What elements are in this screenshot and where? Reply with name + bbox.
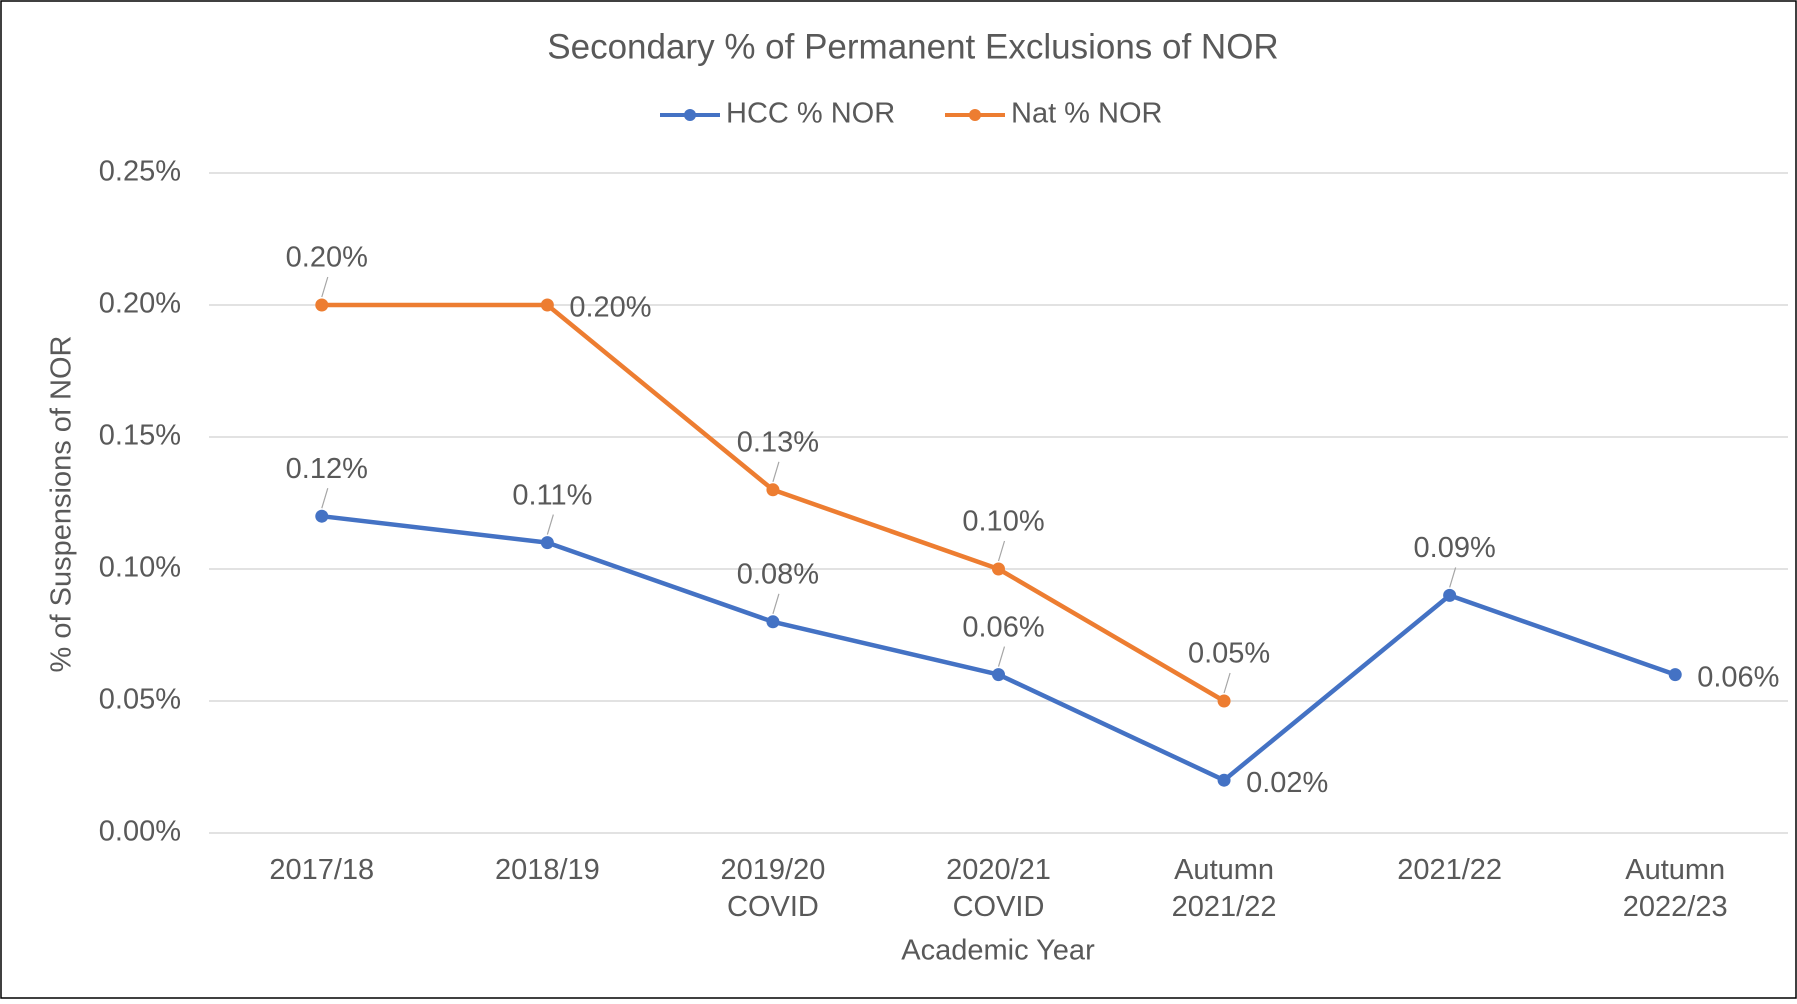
data-point (992, 668, 1005, 682)
data-label: 0.13% (737, 426, 819, 458)
y-tick-label: 0.05% (99, 684, 181, 716)
x-tick-label: 2017/18 (269, 854, 374, 886)
leader-line (1223, 672, 1231, 694)
x-tick-label: 2021/22 (1397, 854, 1502, 886)
data-label: 0.20% (286, 242, 368, 274)
leader-line (997, 540, 1006, 562)
x-tick-label: Autumn 2021/22 (1172, 854, 1277, 923)
y-tick-label: 0.10% (99, 552, 181, 584)
leader-line (1449, 567, 1457, 588)
leader-line (997, 646, 1006, 667)
leader-line (321, 488, 329, 509)
x-tick-label: Autumn 2022/23 (1623, 854, 1728, 923)
data-label: 0.08% (737, 558, 819, 590)
y-tick-label: 0.25% (99, 156, 181, 188)
y-axis-title: % of Suspensions of NOR (46, 336, 78, 673)
y-tick-label: 0.20% (99, 288, 181, 320)
y-tick-label: 0.15% (99, 420, 181, 452)
data-label: 0.10% (962, 506, 1044, 538)
data-point (1217, 694, 1231, 708)
data-label: 0.06% (1697, 661, 1779, 693)
x-tick-label: 2019/20 COVID (721, 854, 826, 923)
data-point (992, 562, 1005, 576)
leader-line (546, 514, 554, 535)
data-label: 0.09% (1414, 532, 1496, 564)
data-label: 0.06% (962, 611, 1044, 643)
data-point (1217, 773, 1231, 787)
data-point (315, 509, 329, 523)
legend-label: Nat % NOR (1011, 98, 1162, 130)
data-label: 0.11% (512, 479, 592, 511)
data-label: 0.05% (1188, 638, 1270, 670)
legend-marker (969, 109, 981, 121)
data-point (540, 298, 554, 312)
data-point (766, 615, 780, 629)
x-tick-label: 2020/21 COVID (946, 854, 1051, 923)
data-label: 0.12% (286, 453, 368, 485)
y-tick-label: 0.00% (99, 816, 181, 848)
legend-marker (684, 109, 696, 121)
data-point (766, 483, 780, 497)
leader-line (772, 461, 780, 482)
chart-title: Secondary % of Permanent Exclusions of N… (547, 27, 1278, 66)
data-point (540, 536, 554, 550)
legend-label: HCC % NOR (726, 98, 895, 130)
data-point (315, 298, 329, 312)
leader-line (772, 593, 780, 614)
data-label: 0.02% (1246, 767, 1328, 799)
x-tick-label: 2018/19 (495, 854, 600, 886)
leader-line (321, 276, 329, 298)
data-point (1668, 668, 1682, 682)
data-point (1443, 588, 1457, 602)
data-label: 0.20% (569, 292, 651, 324)
x-axis-title: Academic Year (901, 935, 1095, 967)
